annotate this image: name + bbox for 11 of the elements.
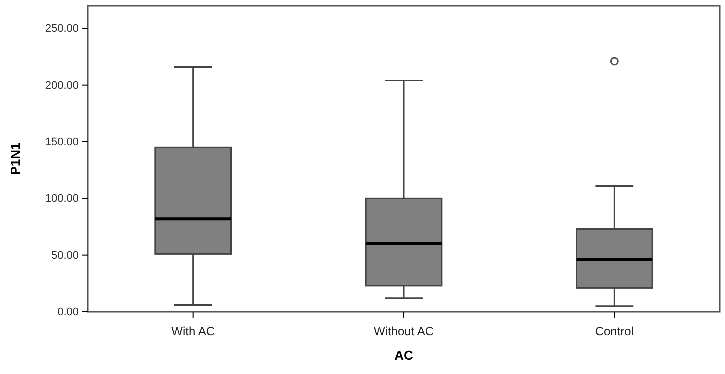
y-tick-label: 200.00: [45, 80, 79, 92]
y-tick-label: 50.00: [51, 250, 79, 262]
x-tick-label: Control: [595, 324, 634, 338]
y-tick-label: 100.00: [45, 193, 79, 206]
y-tick-label: 0.00: [58, 306, 79, 319]
x-tick-label: With AC: [172, 324, 216, 338]
x-tick-label: Without AC: [374, 324, 434, 338]
y-axis-title: P1N1: [8, 142, 23, 176]
y-tick-label: 150.00: [45, 136, 79, 149]
x-axis-title: AC: [394, 348, 414, 363]
y-tick-label: 250.00: [45, 23, 79, 36]
